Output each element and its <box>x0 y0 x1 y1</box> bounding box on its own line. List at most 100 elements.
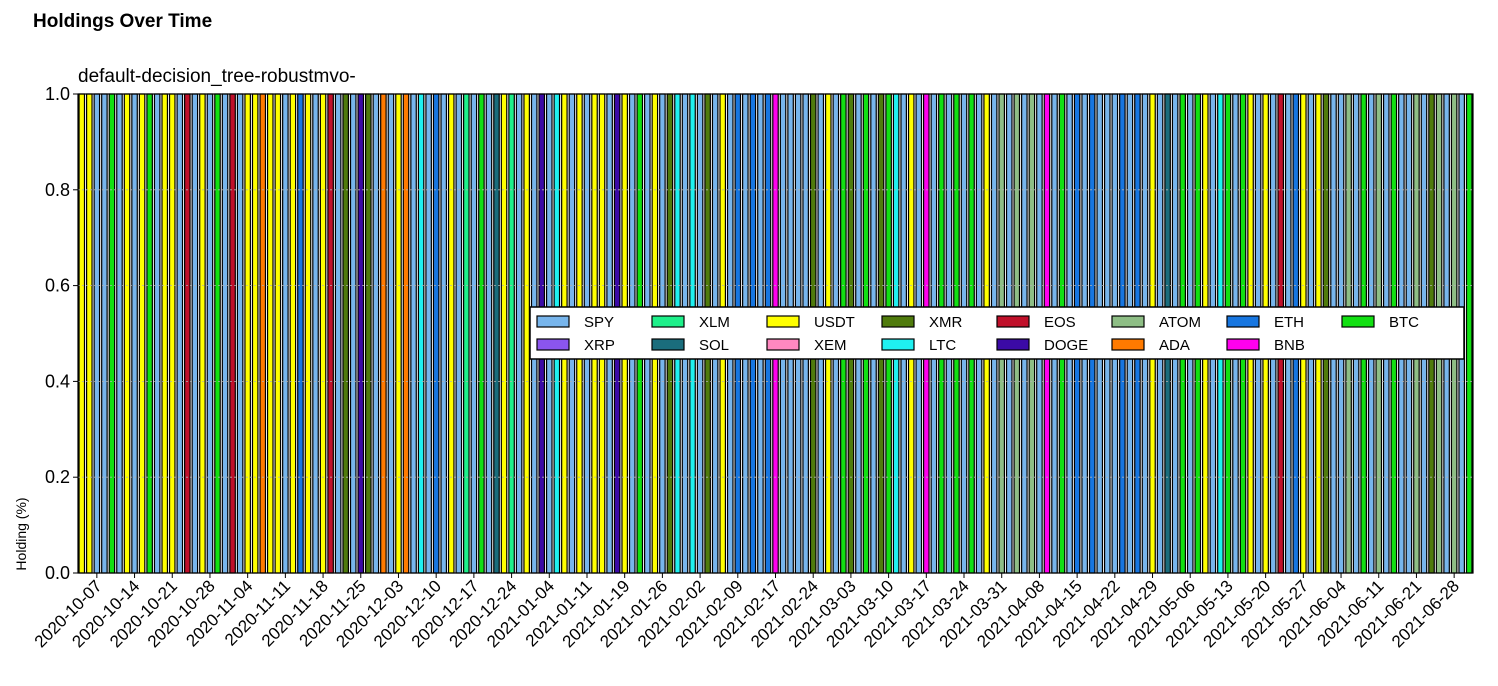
legend-swatch <box>1226 315 1260 328</box>
holding-bar <box>395 93 402 574</box>
chart-title: Holdings Over Time <box>33 11 213 32</box>
y-tick-label: 0.2 <box>45 467 70 487</box>
holding-bar <box>523 93 530 574</box>
holding-bar <box>447 93 455 574</box>
legend-label: XMR <box>929 314 963 331</box>
holding-bar <box>221 93 229 574</box>
plot-frame <box>77 93 1474 574</box>
holding-bar <box>402 93 410 574</box>
legend-label: XLM <box>699 314 730 331</box>
y-tick-label: 0.6 <box>45 276 70 296</box>
holding-bar <box>93 93 101 574</box>
holding-bar <box>116 93 123 574</box>
legend-label: XRP <box>584 337 615 354</box>
legend-swatch <box>536 338 570 351</box>
legend-label: SPY <box>584 314 614 331</box>
holding-bar <box>515 93 523 574</box>
legend-label: XEM <box>814 337 847 354</box>
holding-bar <box>101 93 108 574</box>
y-tick-label: 0.4 <box>45 371 70 391</box>
legend-label: LTC <box>929 337 956 354</box>
y-tick-label: 0.0 <box>45 563 70 583</box>
holding-bar <box>500 93 508 574</box>
holding-bar <box>199 93 206 574</box>
holding-bar <box>312 93 319 574</box>
y-tick-label: 0.8 <box>45 180 70 200</box>
legend-swatch <box>651 338 685 351</box>
holding-bar <box>478 93 485 574</box>
legend-swatch <box>1111 338 1145 351</box>
holding-bar <box>493 93 500 574</box>
legend-label: EOS <box>1044 314 1076 331</box>
holding-bar <box>108 93 116 574</box>
legend-swatch <box>1111 315 1145 328</box>
holding-bar <box>153 93 161 574</box>
holding-bar <box>425 93 432 574</box>
legend-label: ETH <box>1274 314 1304 331</box>
holding-bar <box>334 93 342 574</box>
holding-bar <box>365 93 372 574</box>
legend-swatch <box>766 338 800 351</box>
legend-label: BNB <box>1274 337 1305 354</box>
holding-bar <box>440 93 448 574</box>
holding-bar <box>463 93 470 574</box>
holding-bar <box>297 93 304 574</box>
holding-bar <box>176 93 184 574</box>
holding-bar <box>85 93 93 574</box>
legend-label: ATOM <box>1159 314 1201 331</box>
holding-bar <box>304 93 312 574</box>
legend-swatch <box>766 315 800 328</box>
legend: SPY XRP XLM SOL USDT XEM XMR LTC EOS DOGE ATOM ADA E… <box>529 306 1465 360</box>
holding-bar <box>282 93 289 574</box>
holding-bar <box>191 93 199 574</box>
holding-bar <box>259 93 267 574</box>
legend-swatch <box>881 315 915 328</box>
holding-bar <box>380 93 387 574</box>
legend-swatch <box>996 315 1030 328</box>
legend-label: SOL <box>699 337 729 354</box>
legend-swatch <box>881 338 915 351</box>
holding-bar <box>229 93 236 574</box>
holding-bar <box>349 93 357 574</box>
holding-bar <box>123 93 131 574</box>
holding-bar <box>342 93 350 574</box>
legend-label: ADA <box>1159 337 1190 354</box>
legend-label: USDT <box>814 314 855 331</box>
legend-swatch <box>536 315 570 328</box>
holding-bar <box>319 93 327 574</box>
holding-bar <box>508 93 515 574</box>
holding-bar <box>146 93 153 574</box>
legend-swatch <box>1341 315 1375 328</box>
holding-bar <box>274 93 282 574</box>
legend-label: DOGE <box>1044 337 1088 354</box>
holding-bar <box>236 93 244 574</box>
holding-bar <box>184 93 191 574</box>
grid-layer <box>78 189 1473 478</box>
y-axis-label: Holding (%) <box>13 497 29 570</box>
holding-bar <box>206 93 214 574</box>
holding-bar <box>485 93 493 574</box>
legend-swatch <box>1226 338 1260 351</box>
holding-bar <box>168 93 176 574</box>
legend-label: BTC <box>1389 314 1419 331</box>
holding-bar <box>214 93 221 574</box>
holding-bar <box>327 93 334 574</box>
y-tick-label: 1.0 <box>45 84 70 104</box>
holding-bar <box>417 93 425 574</box>
chart-subtitle: default-decision_tree-robustmvo- <box>78 66 356 87</box>
holding-bar <box>357 93 365 574</box>
holding-bar <box>289 93 297 574</box>
holding-bar <box>470 93 478 574</box>
holding-bar <box>138 93 146 574</box>
holding-bar <box>244 93 251 574</box>
legend-swatch <box>651 315 685 328</box>
holding-bar <box>410 93 417 574</box>
holding-bar <box>161 93 169 574</box>
holding-bar <box>78 93 86 574</box>
holding-bar <box>455 93 463 574</box>
holding-bar <box>251 93 259 574</box>
holding-bar <box>387 93 395 574</box>
holding-bar <box>266 93 274 574</box>
legend-box <box>529 306 1465 360</box>
